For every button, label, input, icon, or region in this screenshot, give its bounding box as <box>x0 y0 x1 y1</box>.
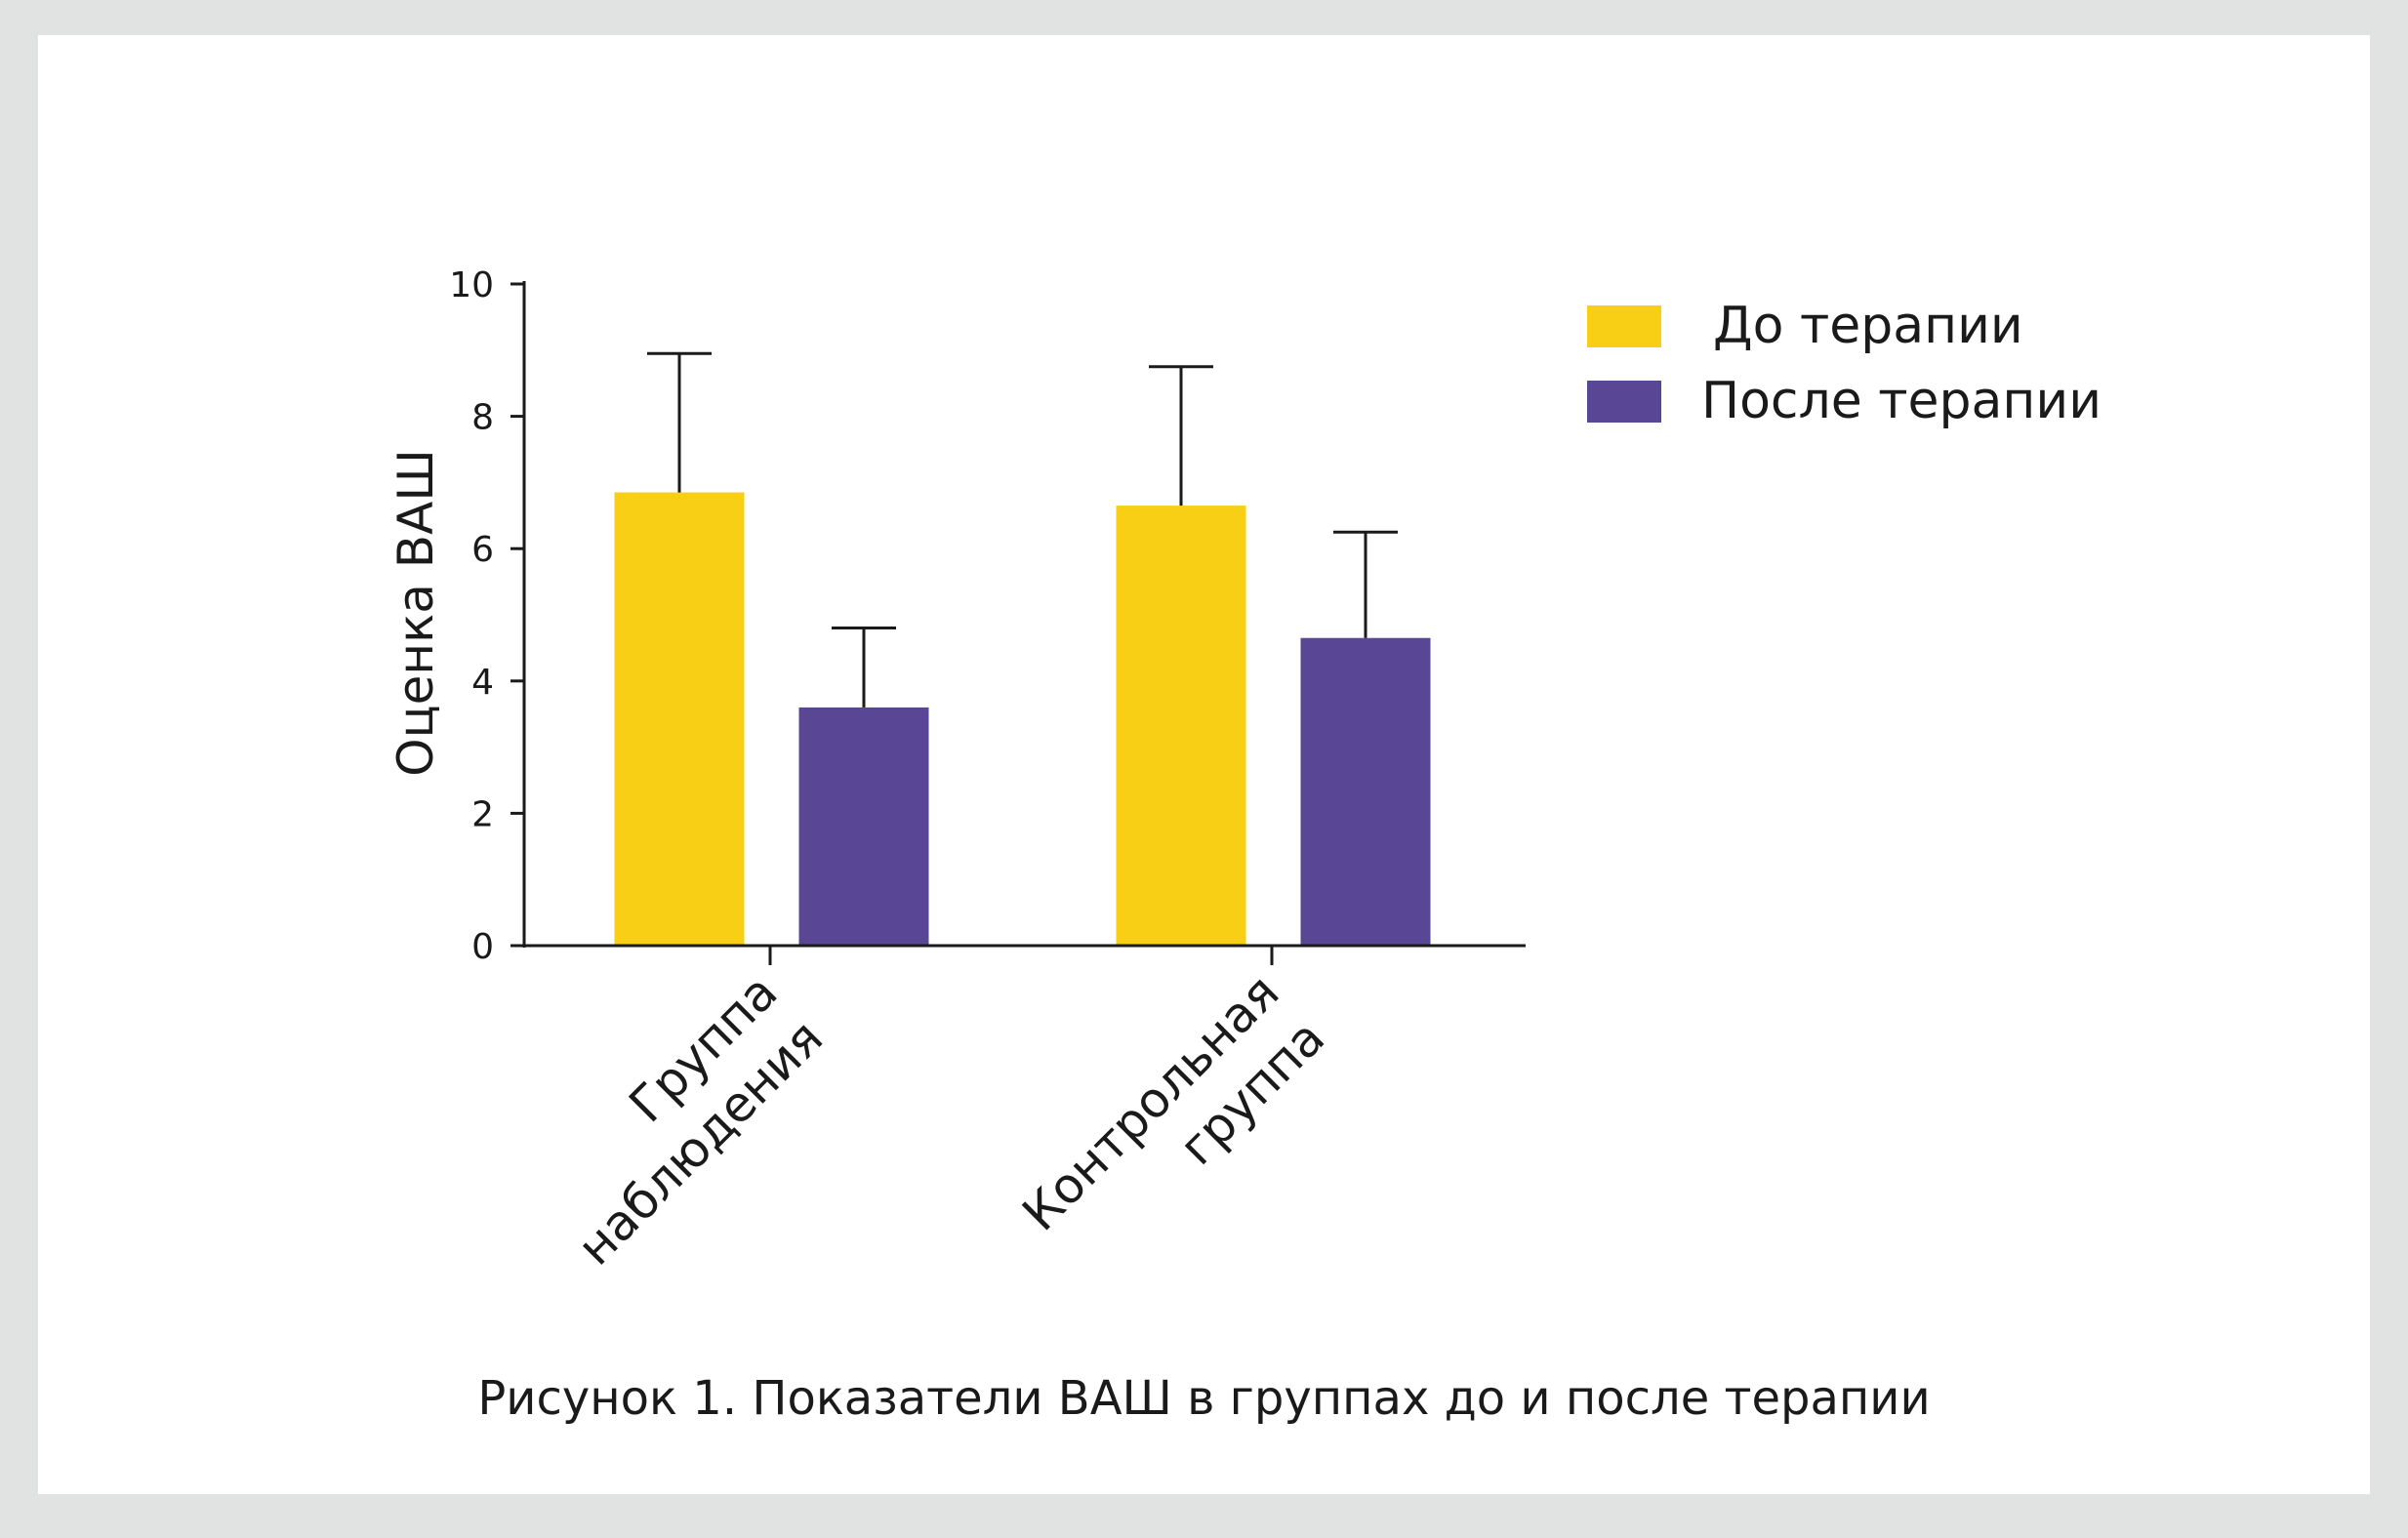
y-tick-label: 6 <box>471 530 494 570</box>
legend-swatch-1 <box>1587 381 1661 423</box>
legend-label-1: После терапии <box>1701 372 2102 430</box>
y-tick-label: 4 <box>471 663 494 703</box>
legend: До терапии После терапии <box>1587 297 2102 430</box>
axes-layer <box>522 281 1526 948</box>
y-tick-label: 2 <box>471 794 494 834</box>
svg-text:Группанаблюдения: Группанаблюдения <box>521 963 834 1275</box>
y-ticks-layer: 0 2 4 6 8 10 <box>449 265 524 967</box>
y-tick-label: 10 <box>449 265 494 305</box>
bars-layer <box>614 492 1431 946</box>
x-tick-label: Группанаблюдения <box>521 963 835 1275</box>
y-tick-label: 8 <box>471 398 494 438</box>
bar-after-0 <box>798 707 929 946</box>
bar-after-1 <box>1300 637 1431 946</box>
bar-before-1 <box>1116 506 1246 946</box>
x-tick-label: Контрольнаягруппа <box>1011 963 1335 1287</box>
legend-label-0: До терапии <box>1713 297 2023 355</box>
x-ticks-layer: Группанаблюдения Контрольнаягруппа <box>521 946 1335 1287</box>
y-axis-label: Оценка ВАШ <box>388 449 444 777</box>
bar-before-0 <box>614 492 745 946</box>
figure-caption: Рисунок 1. Показатели ВАШ в группах до и… <box>477 1371 1931 1426</box>
y-tick-label: 0 <box>471 927 494 967</box>
error-bars-layer <box>647 351 1398 708</box>
legend-swatch-0 <box>1587 305 1661 347</box>
svg-text:Контрольнаягруппа: Контрольнаягруппа <box>1011 963 1335 1287</box>
